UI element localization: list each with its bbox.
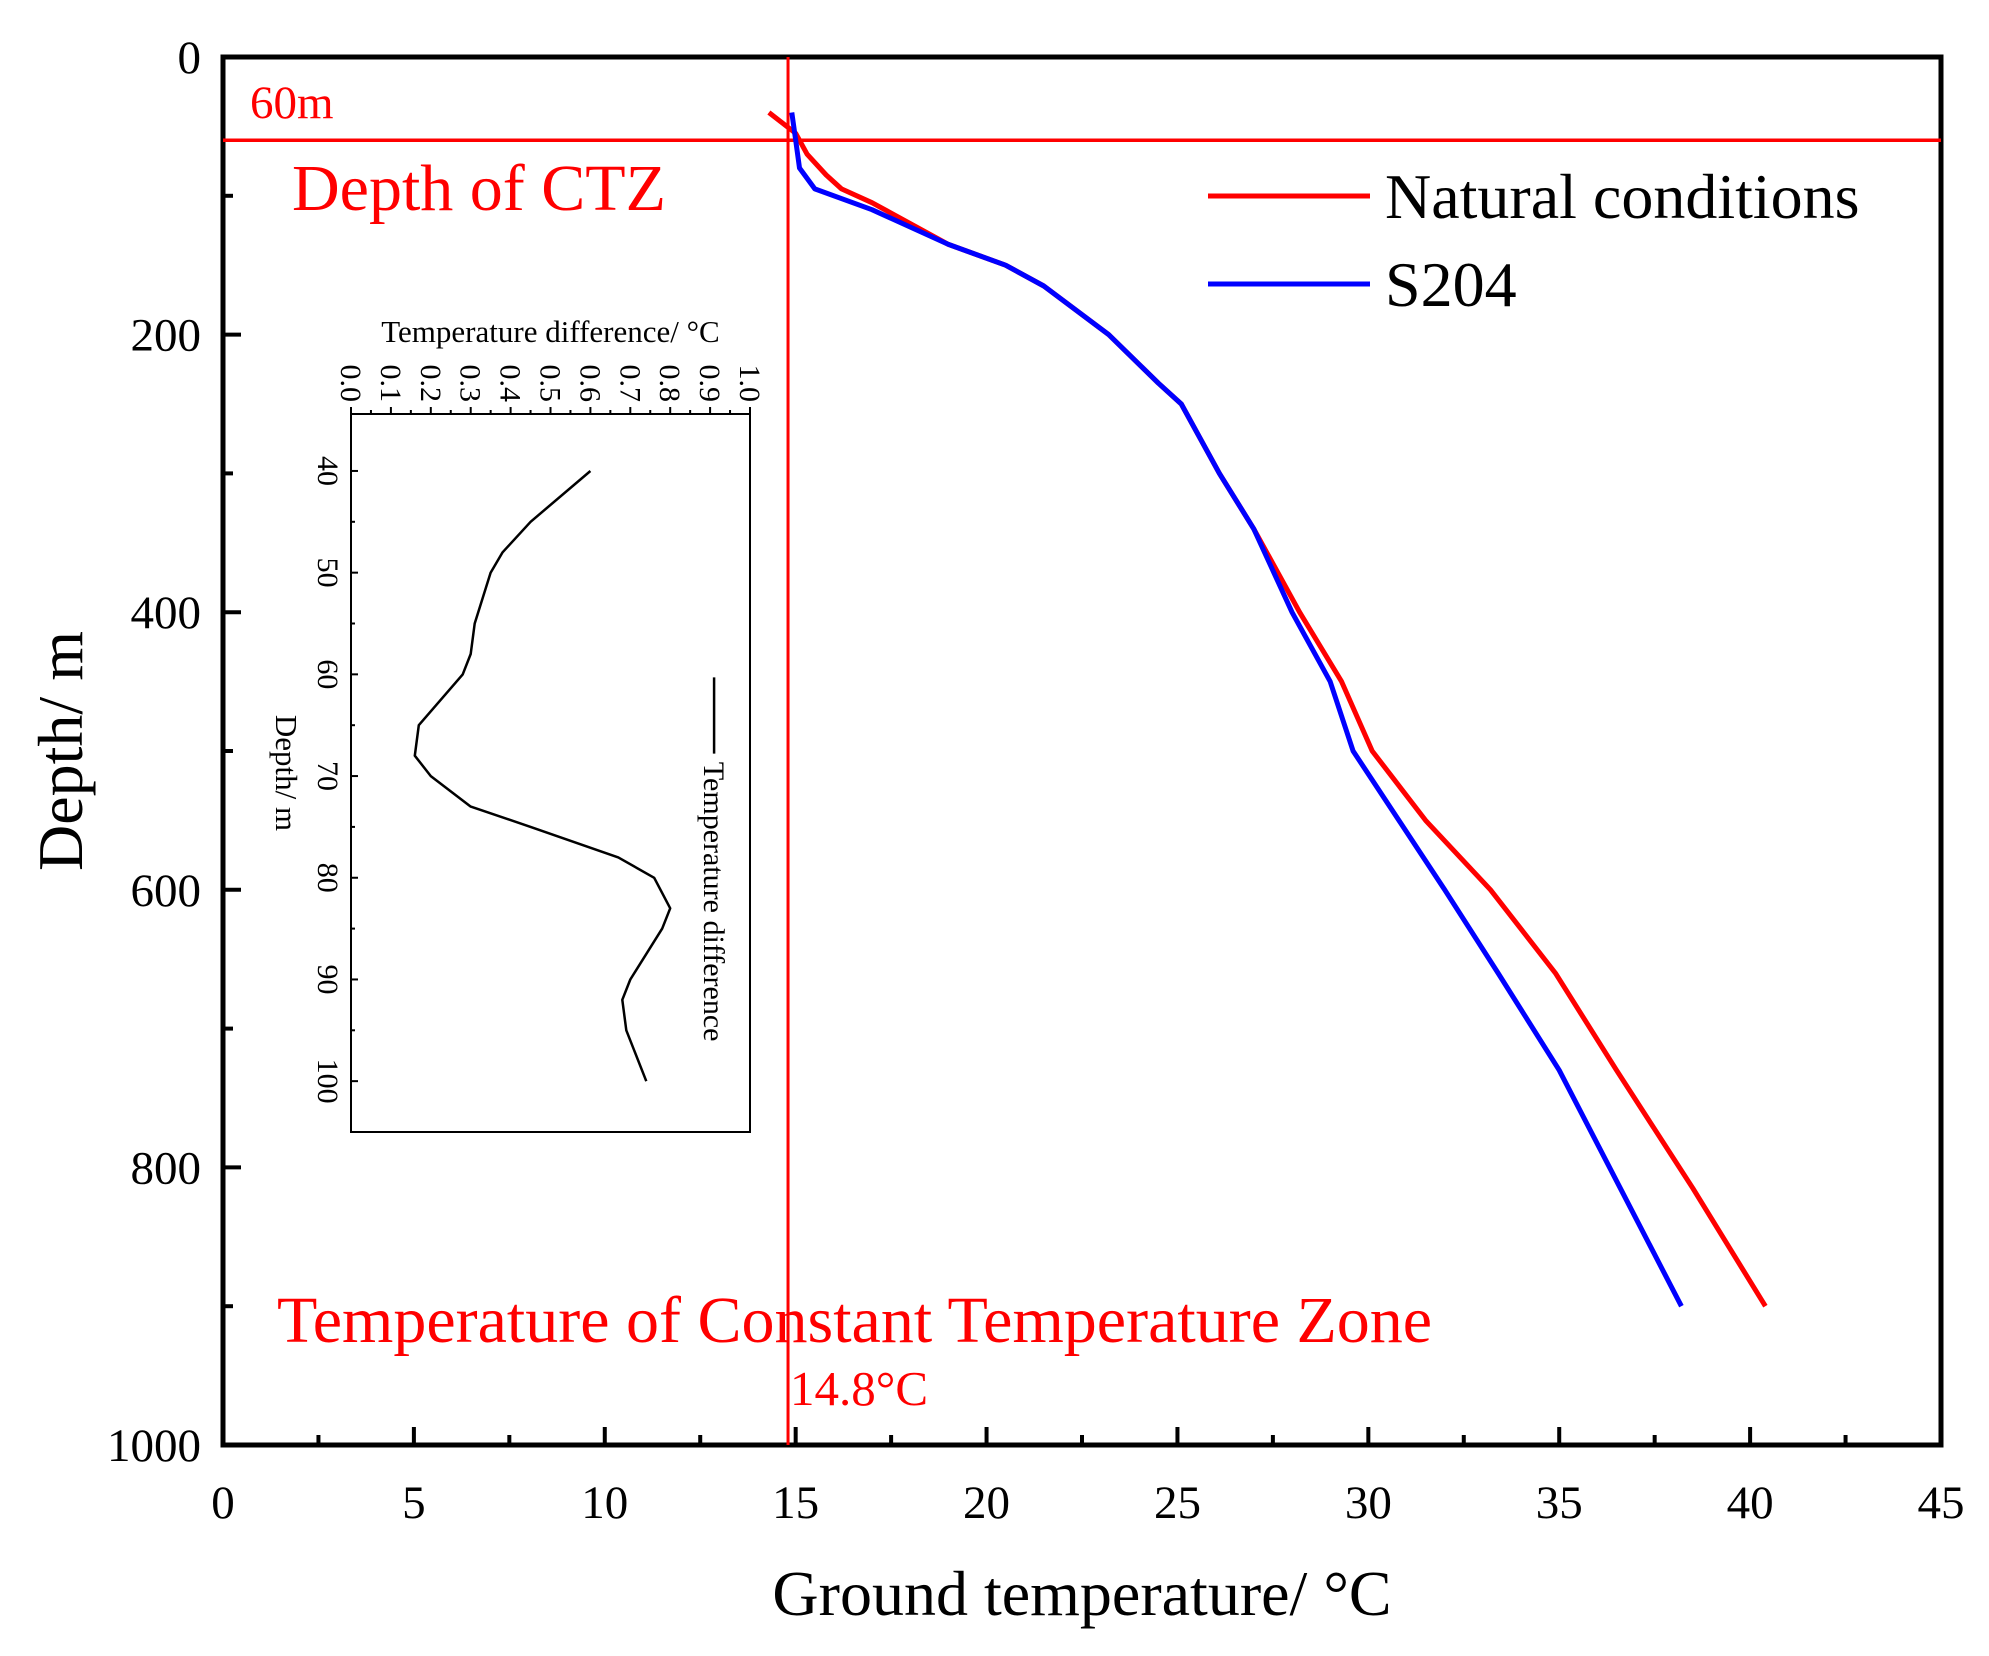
inset-y-tick-label: 0.0 (334, 365, 367, 403)
y-tick-label: 800 (131, 1142, 202, 1194)
x-tick-label: 20 (963, 1477, 1010, 1529)
legend-label: Natural conditions (1385, 161, 1860, 232)
inset-y-tick-label: 0.8 (653, 365, 686, 403)
legend-label: S204 (1385, 249, 1517, 320)
plot-frame (220, 54, 1944, 1448)
y-tick-label: 1000 (107, 1420, 201, 1472)
inset-y-tick-label: 0.6 (573, 365, 606, 403)
main-plot: 0 5 10 15 20 25 30 35 40 45 0 200 400 600 800 1000 Groun… (25, 32, 1965, 1629)
inset-x-tick-label: 100 (311, 1059, 344, 1104)
annotation-depth-value: 60m (250, 77, 334, 129)
inset-y-tick-label: 0.7 (613, 365, 646, 403)
x-tick-label: 10 (581, 1477, 628, 1529)
inset-legend-label: Temperature difference (697, 762, 730, 1042)
annotations: 60m Depth of CTZ Temperature of Constant T… (250, 77, 1432, 1416)
inset-y-tick-label: 0.3 (454, 365, 487, 403)
y-tick-label: 400 (131, 587, 202, 639)
inset-y-tick-label: 1.0 (733, 365, 766, 403)
series-line-s204 (789, 112, 1684, 1308)
inset-series-line (413, 470, 672, 1082)
y-tick-label: 0 (178, 32, 202, 84)
inset-y-tick-label: 0.5 (534, 365, 567, 403)
inset-y-tick-label: 0.2 (414, 365, 447, 403)
inset-x-tick-label: 70 (311, 761, 344, 791)
x-tick-label: 15 (772, 1477, 819, 1529)
inset-x-tick-label: 40 (311, 456, 344, 486)
x-tick-label: 45 (1918, 1477, 1965, 1529)
x-tick-label: 40 (1727, 1477, 1774, 1529)
annotation-temperature-value: 14.8°C (790, 1361, 928, 1416)
inset-y-axis-title: Temperature difference/ °C (381, 314, 719, 349)
x-axis-title: Ground temperature/ °C (772, 1558, 1391, 1629)
inset-x-tick-label: 60 (311, 659, 344, 689)
y-tick-label: 600 (131, 865, 202, 917)
x-tick-label: 0 (211, 1477, 235, 1529)
x-tick-label: 5 (402, 1477, 426, 1529)
inset-x-axis-title: Depth/ m (269, 715, 304, 831)
inset-y-tick-label: 0.4 (494, 365, 527, 403)
y-axis-title: Depth/ m (25, 631, 96, 871)
annotation-depth-label: Depth of CTZ (292, 152, 666, 225)
x-tick-label: 25 (1154, 1477, 1201, 1529)
x-tick-label: 30 (1345, 1477, 1392, 1529)
inset-y-tick-label: 0.9 (693, 365, 726, 403)
inset-frame (350, 413, 751, 1133)
inset-x-tick-label: 90 (311, 964, 344, 994)
inset-y-tick-label: 0.1 (374, 365, 407, 403)
inset-x-tick-label: 80 (311, 863, 344, 893)
x-tick-label: 35 (1536, 1477, 1583, 1529)
annotation-temperature-label: Temperature of Constant Temperature Zone (277, 1284, 1432, 1357)
y-tick-label: 200 (131, 310, 202, 362)
series-line-natural-conditions (767, 110, 1768, 1308)
inset-x-tick-label: 50 (311, 558, 344, 588)
